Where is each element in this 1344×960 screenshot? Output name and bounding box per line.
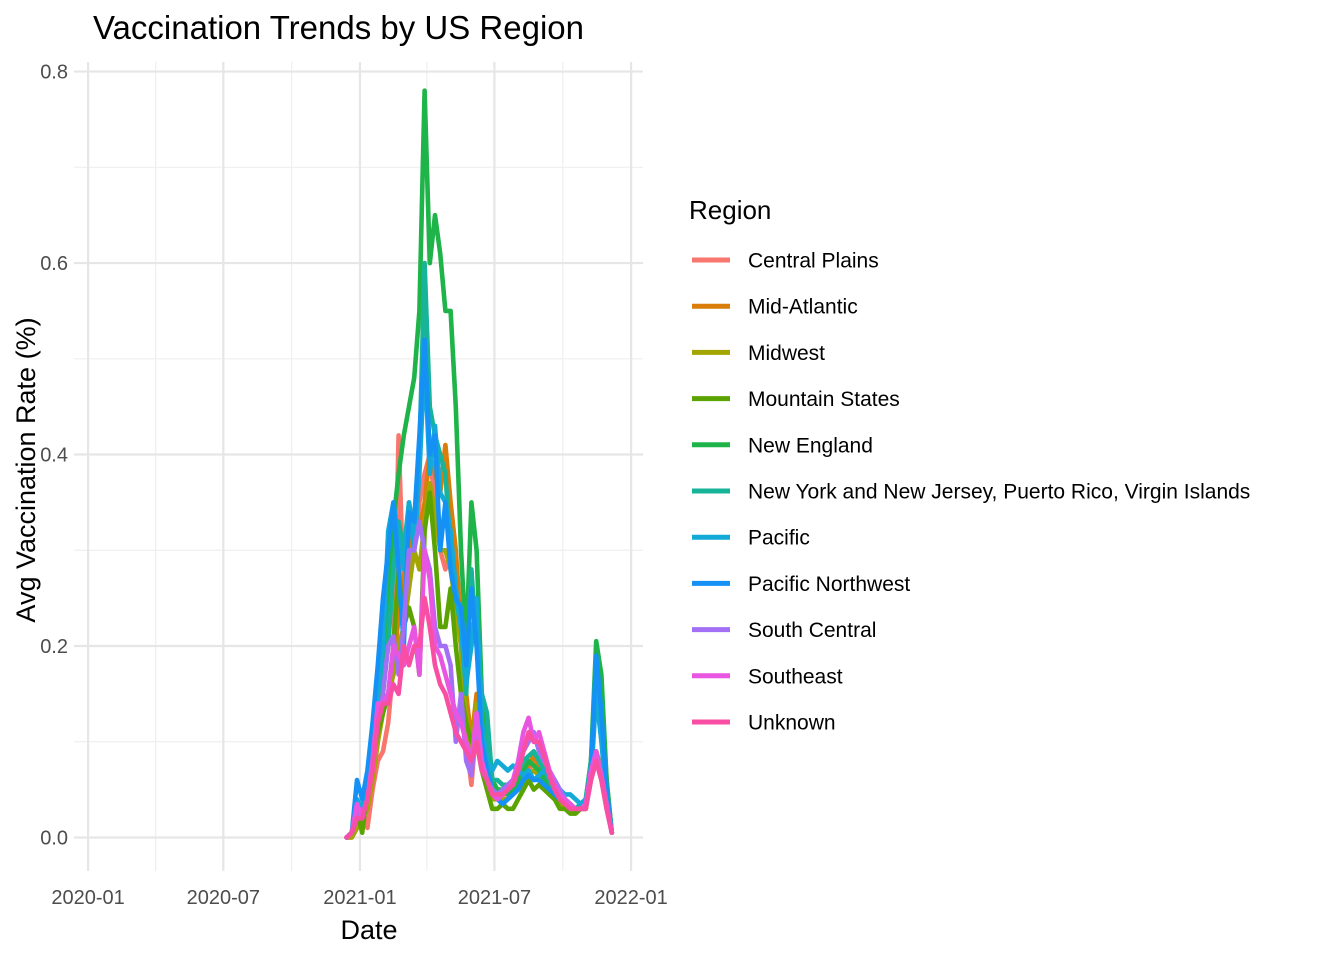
x-tick-label: 2021-01: [323, 887, 396, 909]
legend-label-south-central: South Central: [748, 619, 876, 642]
legend-label-pacific-northwest: Pacific Northwest: [748, 573, 910, 596]
plot-grid: [74, 62, 643, 871]
x-axis-ticks: 2020-01 2020-07 2021-01 2021-07 2022-01: [51, 887, 667, 909]
x-tick-label: 2020-01: [51, 887, 124, 909]
legend-label-mountain-states: Mountain States: [748, 388, 900, 411]
y-tick-label: 0.4: [40, 445, 68, 467]
series-lines: [344, 88, 615, 840]
x-tick-label: 2020-07: [187, 887, 260, 909]
y-tick-label: 0.0: [40, 827, 68, 849]
legend-label-midwest: Midwest: [748, 342, 825, 365]
x-axis-title: Date: [340, 915, 397, 945]
legend-label-mid-atlantic: Mid-Atlantic: [748, 296, 858, 319]
x-tick-label: 2021-07: [458, 887, 531, 909]
y-tick-label: 0.2: [40, 636, 68, 658]
y-tick-label: 0.6: [40, 253, 68, 275]
y-axis-title: Avg Vaccination Rate (%): [11, 317, 41, 622]
legend: Region Central Plains Mid-Atlantic Midwest…: [689, 195, 1250, 735]
legend-label-central-plains: Central Plains: [748, 250, 879, 273]
legend-label-new-england: New England: [748, 434, 873, 457]
legend-label-unknown: Unknown: [748, 712, 836, 735]
y-tick-label: 0.8: [40, 62, 68, 84]
legend-label-southeast: Southeast: [748, 665, 843, 688]
legend-label-new-york-and-new-jersey-puerto-rico-virgin-islands: New York and New Jersey, Puerto Rico, Vi…: [748, 481, 1250, 504]
y-axis-ticks: 0.0 0.2 0.4 0.6 0.8: [40, 62, 68, 850]
legend-title: Region: [689, 195, 771, 225]
series-line-southeast: [344, 548, 615, 840]
legend-items: Central Plains Mid-Atlantic Midwest Mountai…: [692, 250, 1250, 735]
chart-title: Vaccination Trends by US Region: [93, 9, 584, 46]
x-tick-label: 2022-01: [594, 887, 667, 909]
series-line-unknown: [344, 595, 615, 840]
legend-label-pacific: Pacific: [748, 527, 810, 550]
